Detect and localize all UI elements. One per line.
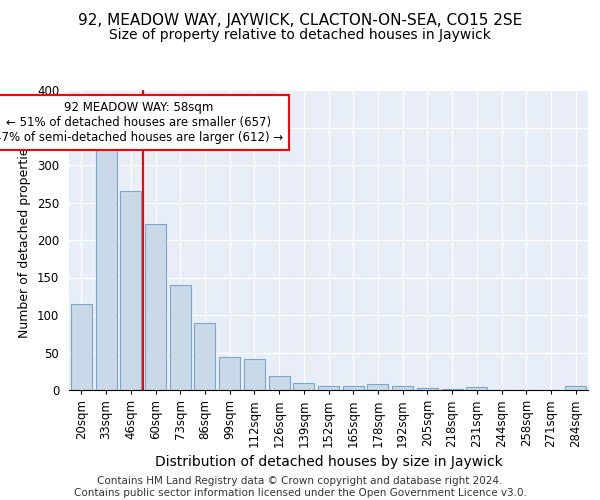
Bar bbox=[194, 324, 215, 390]
Bar bbox=[392, 386, 413, 390]
Bar bbox=[417, 388, 438, 390]
Text: 92 MEADOW WAY: 58sqm
← 51% of detached houses are smaller (657)
47% of semi-deta: 92 MEADOW WAY: 58sqm ← 51% of detached h… bbox=[0, 101, 283, 144]
Bar bbox=[442, 389, 463, 390]
Bar bbox=[145, 224, 166, 390]
Bar bbox=[565, 386, 586, 390]
Bar bbox=[120, 191, 141, 390]
Bar bbox=[170, 285, 191, 390]
Bar bbox=[466, 387, 487, 390]
Bar bbox=[293, 382, 314, 390]
Bar bbox=[318, 386, 339, 390]
Bar bbox=[71, 304, 92, 390]
Y-axis label: Number of detached properties: Number of detached properties bbox=[19, 142, 31, 338]
Bar bbox=[343, 386, 364, 390]
Bar bbox=[269, 376, 290, 390]
Text: Size of property relative to detached houses in Jaywick: Size of property relative to detached ho… bbox=[109, 28, 491, 42]
Bar bbox=[244, 359, 265, 390]
Text: Contains HM Land Registry data © Crown copyright and database right 2024.
Contai: Contains HM Land Registry data © Crown c… bbox=[74, 476, 526, 498]
Bar bbox=[219, 357, 240, 390]
Text: 92, MEADOW WAY, JAYWICK, CLACTON-ON-SEA, CO15 2SE: 92, MEADOW WAY, JAYWICK, CLACTON-ON-SEA,… bbox=[78, 12, 522, 28]
Bar bbox=[367, 384, 388, 390]
Bar bbox=[95, 142, 116, 390]
X-axis label: Distribution of detached houses by size in Jaywick: Distribution of detached houses by size … bbox=[155, 455, 502, 469]
